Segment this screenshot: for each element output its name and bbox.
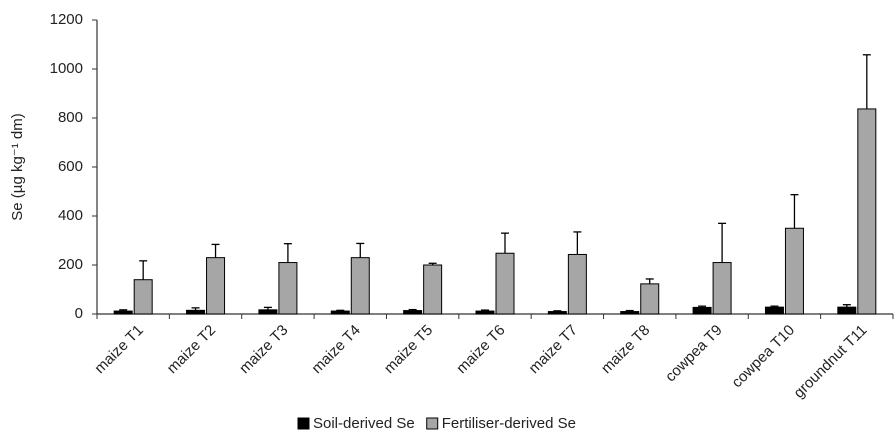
y-axis-label: Se (µg kg⁻¹ dm): [9, 113, 26, 220]
error-bar: [862, 54, 871, 109]
bar: [258, 309, 278, 315]
y-tick-label: 0: [75, 305, 83, 322]
error-bar: [553, 310, 562, 312]
bar: [423, 264, 443, 315]
error-bar: [191, 307, 200, 311]
error-bar: [263, 306, 272, 310]
bar: [133, 279, 153, 315]
bar: [495, 252, 515, 315]
x-tick-label: maize T4: [308, 322, 363, 377]
bar: [857, 108, 877, 315]
x-tick-label: cowpea T10: [728, 322, 798, 392]
error-bar: [501, 232, 509, 254]
bar: [350, 257, 370, 315]
legend-swatch: [426, 417, 439, 430]
bar: [547, 311, 567, 315]
error-bar: [790, 194, 799, 229]
bar: [784, 227, 804, 315]
y-tick-label: 800: [58, 109, 83, 126]
bar: [113, 310, 133, 315]
x-tick-label: cowpea T9: [662, 322, 726, 386]
error-bar: [842, 304, 851, 308]
bar: [330, 310, 350, 315]
y-tick-label: 600: [58, 158, 83, 175]
error-bar: [770, 305, 779, 308]
bar: [206, 257, 226, 315]
y-tick-label: 1200: [50, 11, 83, 28]
x-tick-label: groundnut T11: [790, 322, 870, 402]
y-tick-label: 1000: [50, 60, 83, 77]
error-bar: [428, 262, 437, 265]
bar: [186, 309, 206, 315]
error-bar: [573, 231, 582, 255]
error-bar: [356, 242, 365, 258]
x-tick-label: maize T3: [236, 322, 291, 377]
bar: [475, 310, 495, 315]
x-tick-label: maize T6: [453, 322, 508, 377]
bar: [403, 310, 423, 315]
y-tick-label: 400: [58, 207, 83, 224]
error-bar: [481, 309, 489, 312]
bar: [837, 306, 857, 315]
error-bar: [139, 260, 148, 280]
bar: [620, 311, 640, 315]
bar: [640, 283, 660, 315]
legend-label: Fertiliser-derived Se: [442, 415, 576, 431]
y-tick-label: 200: [58, 256, 83, 273]
x-tick-label: maize T8: [598, 322, 653, 377]
bar: [567, 253, 587, 315]
error-bar: [119, 309, 128, 312]
error-bar: [283, 243, 292, 263]
x-tick-label: maize T7: [526, 322, 581, 377]
x-tick-label: maize T1: [91, 322, 146, 377]
legend-swatch: [297, 417, 310, 430]
x-tick-label: maize T5: [381, 322, 436, 377]
bar: [764, 306, 784, 315]
error-bar: [718, 222, 727, 263]
error-bar: [211, 243, 220, 258]
error-bar: [698, 305, 707, 308]
error-bar: [336, 309, 345, 312]
legend-label: Soil-derived Se: [313, 415, 415, 431]
error-bar: [408, 308, 417, 311]
bar: [692, 306, 712, 315]
error-bar: [625, 309, 634, 312]
bar: [712, 262, 732, 315]
bar: [278, 262, 298, 315]
x-tick-label: maize T2: [164, 322, 219, 377]
error-bar: [645, 278, 654, 284]
